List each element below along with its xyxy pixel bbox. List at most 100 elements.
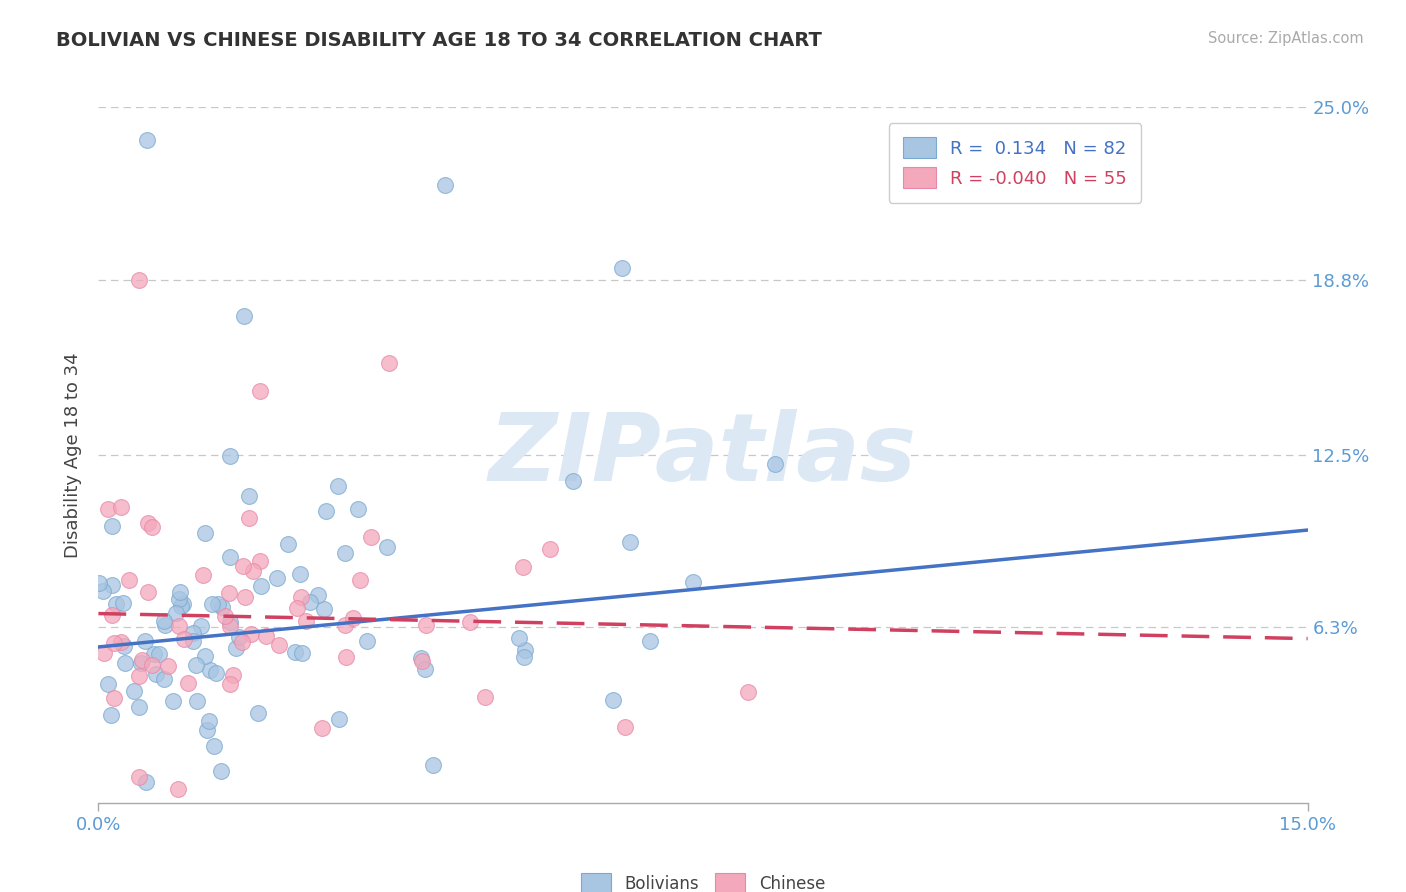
Point [117,573,139,587]
Point [172,597,194,611]
Point [173,632,195,646]
Point [219,677,242,691]
Point [562,474,585,488]
Point [128,272,150,286]
Point [291,646,314,660]
Point [737,685,759,699]
Point [167,619,190,633]
Point [239,627,262,641]
Text: Source: ZipAtlas.com: Source: ZipAtlas.com [1208,31,1364,46]
Point [202,739,225,753]
Point [307,588,329,602]
Point [128,770,150,784]
Point [277,537,299,551]
Point [136,585,159,599]
Point [333,546,356,560]
Point [162,694,184,708]
Legend: Bolivians, Chinese: Bolivians, Chinese [574,867,832,892]
Point [214,608,236,623]
Point [104,597,127,611]
Point [312,601,335,615]
Point [184,658,207,673]
Point [285,600,308,615]
Point [194,649,217,664]
Point [129,657,152,671]
Point [157,659,180,673]
Point [249,384,271,398]
Point [197,723,219,737]
Point [110,500,132,514]
Point [231,559,253,574]
Point [411,651,433,665]
Point [197,714,219,728]
Point [538,542,561,557]
Point [91,584,114,599]
Text: ZIPatlas: ZIPatlas [489,409,917,501]
Point [100,707,122,722]
Point [228,630,250,644]
Point [231,635,253,649]
Point [112,596,135,610]
Point [349,574,371,588]
Point [250,579,273,593]
Point [288,567,311,582]
Point [342,611,364,625]
Point [153,672,176,686]
Point [135,133,157,147]
Point [122,684,145,698]
Point [218,449,240,463]
Text: BOLIVIAN VS CHINESE DISABILITY AGE 18 TO 34 CORRELATION CHART: BOLIVIAN VS CHINESE DISABILITY AGE 18 TO… [56,31,823,50]
Point [134,633,156,648]
Point [290,590,312,604]
Point [513,643,536,657]
Point [209,764,232,778]
Point [166,781,188,796]
Point [170,599,193,613]
Point [249,554,271,568]
Point [311,721,333,735]
Point [225,640,247,655]
Point [283,645,305,659]
Point [375,541,398,555]
Point [326,478,349,492]
Point [136,516,159,530]
Point [763,457,786,471]
Point [602,693,624,707]
Y-axis label: Disability Age 18 to 34: Disability Age 18 to 34 [65,352,83,558]
Point [131,653,153,667]
Point [233,591,256,605]
Point [177,676,200,690]
Point [145,667,167,681]
Point [103,636,125,650]
Point [219,549,242,564]
Point [434,178,457,192]
Point [347,501,370,516]
Point [242,564,264,578]
Point [114,656,136,670]
Point [335,649,357,664]
Point [93,646,115,660]
Point [513,650,536,665]
Point [128,700,150,714]
Point [422,758,444,772]
Point [333,618,356,632]
Point [298,595,321,609]
Point [508,632,530,646]
Point [612,261,634,276]
Point [205,666,228,681]
Point [232,309,254,323]
Point [682,574,704,589]
Point [638,633,661,648]
Point [100,578,122,592]
Point [194,525,217,540]
Point [169,585,191,599]
Point [191,567,214,582]
Point [246,706,269,720]
Point [155,618,177,632]
Point [218,615,240,629]
Point [254,629,277,643]
Point [141,520,163,534]
Point [356,634,378,648]
Point [110,634,132,648]
Point [141,658,163,673]
